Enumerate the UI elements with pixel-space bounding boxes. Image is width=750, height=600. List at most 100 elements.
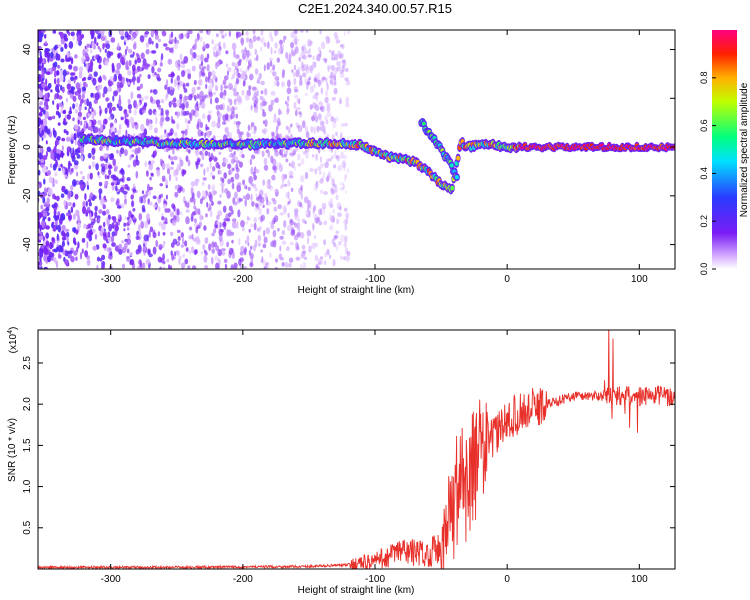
spectrogram-noise-cell — [118, 73, 122, 82]
spectrogram-noise-cell — [88, 165, 92, 170]
spectrogram-noise-cell — [333, 234, 339, 239]
spectrogram-noise-cell — [202, 41, 206, 48]
spectrogram-noise-cell — [304, 77, 307, 82]
spectrogram-noise-cell — [319, 50, 322, 58]
spectrogram-noise-cell — [119, 186, 125, 193]
spectrogram-noise-cell — [252, 35, 257, 42]
spectrogram-noise-cell — [274, 80, 277, 87]
spectrogram-noise-cell — [60, 58, 65, 63]
spectrogram-noise-cell — [249, 39, 255, 44]
spectrogram-noise-cell — [168, 173, 172, 182]
spectrogram-noise-cell — [70, 57, 74, 65]
spectrogram-noise-cell — [332, 183, 337, 188]
spectrogram-noise-cell — [57, 244, 63, 253]
x-tick-label: -100 — [365, 574, 385, 585]
spectrogram-noise-cell — [265, 227, 271, 235]
spectrogram-noise-cell — [274, 97, 280, 103]
spectrogram-noise-cell — [67, 201, 73, 207]
spectrogram-noise-cell — [302, 54, 307, 60]
spectrogram-noise-cell — [289, 220, 294, 226]
spectrogram-noise-cell — [258, 242, 261, 247]
spectrogram-noise-cell — [104, 174, 107, 180]
spectrogram-noise-cell — [170, 242, 175, 248]
spectrogram-noise-cell — [42, 212, 48, 217]
spectrogram-noise-cell — [127, 81, 131, 86]
spectrogram-noise-cell — [166, 146, 169, 153]
spectrogram-noise-cell — [96, 42, 99, 47]
spectrogram-noise-cell — [222, 121, 227, 125]
spectrogram-trace-cell — [450, 185, 455, 191]
spectrogram-noise-cell — [63, 117, 66, 125]
spectrogram-noise-cell — [156, 168, 161, 177]
spectrogram-noise-cell — [39, 50, 42, 57]
spectrogram-noise-cell — [281, 262, 285, 267]
spectrogram-noise-cell — [60, 47, 64, 52]
spectrogram-noise-cell — [104, 75, 107, 81]
spectrogram-noise-cell — [194, 218, 197, 224]
spectrogram-noise-cell — [263, 64, 266, 72]
spectrogram-noise-cell — [226, 105, 230, 112]
spectrogram-noise-cell — [102, 92, 105, 98]
spectrogram-noise-cell — [140, 52, 145, 60]
spectrogram-noise-cell — [305, 153, 309, 159]
spectrogram-noise-cell — [209, 210, 213, 218]
spectrogram-noise-cell — [343, 163, 346, 171]
spectrogram-noise-cell — [174, 131, 178, 137]
spectrogram-noise-cell — [98, 192, 102, 201]
spectrogram-noise-cell — [149, 176, 152, 181]
spectrogram-noise-cell — [111, 231, 116, 237]
spectrogram-noise-cell — [94, 92, 100, 101]
spectrogram-noise-cell — [43, 266, 48, 269]
spectrogram-noise-cell — [66, 130, 69, 136]
colorbar-tick-label: 0.4 — [699, 167, 709, 180]
spectrogram-noise-cell — [344, 235, 348, 243]
spectrogram-noise-cell — [339, 52, 345, 59]
spectrogram-noise-cell — [267, 201, 272, 206]
spectrogram-noise-cell — [61, 145, 64, 151]
spectrogram-noise-cell — [230, 176, 235, 183]
spectrogram-noise-cell — [220, 182, 225, 188]
spectrogram-noise-cell — [218, 259, 221, 266]
spectrogram-noise-cell — [165, 79, 169, 88]
spectrogram-noise-cell — [54, 257, 57, 264]
spectrogram-noise-cell — [91, 161, 96, 168]
spectrogram-noise-cell — [322, 57, 328, 62]
spectrogram-noise-cell — [78, 70, 83, 79]
spectrogram-noise-cell — [142, 208, 146, 213]
spectrogram-noise-cell — [131, 200, 135, 208]
spectrogram-noise-cell — [331, 133, 335, 141]
spectrogram-noise-cell — [212, 92, 217, 96]
spectrogram-noise-cell — [329, 78, 334, 85]
spectrogram-noise-cell — [304, 256, 307, 261]
spectrogram-noise-cell — [314, 92, 319, 96]
spectrogram-noise-cell — [199, 36, 203, 42]
spectrogram-noise-cell — [339, 206, 342, 211]
snr-y-multiplier: (x104) — [7, 327, 19, 354]
spectrogram-noise-cell — [177, 59, 181, 67]
spectrogram-noise-cell — [126, 238, 131, 246]
spectrogram-noise-cell — [257, 77, 260, 83]
spectrogram-noise-cell — [115, 185, 118, 192]
spectrogram-noise-cell — [310, 64, 314, 71]
spectrogram-noise-cell — [38, 111, 43, 117]
spectrogram-noise-cell — [187, 159, 191, 167]
spectrogram-noise-cell — [60, 163, 63, 168]
spectrogram-noise-cell — [293, 77, 297, 86]
spectrogram-noise-cell — [293, 208, 299, 214]
spectrogram-noise-cell — [287, 79, 291, 88]
spectrogram-noise-cell — [155, 100, 158, 105]
spectrogram-noise-cell — [94, 211, 98, 219]
spectrogram-noise-cell — [328, 213, 332, 221]
spectrogram-noise-cell — [196, 37, 199, 43]
spectrogram-noise-cell — [315, 104, 320, 111]
spectrogram-noise-cell — [162, 266, 166, 269]
spectrogram-noise-cell — [62, 69, 67, 77]
spectrogram-noise-cell — [128, 60, 132, 67]
spectrogram-noise-cell — [41, 79, 44, 85]
spectrogram-noise-cell — [240, 38, 244, 47]
spectrogram-noise-cell — [218, 228, 224, 236]
spectrogram-noise-cell — [132, 159, 137, 168]
spectrogram-noise-cell — [87, 230, 90, 239]
spectrogram-x-label: Height of straight line (km) — [298, 285, 415, 296]
spectrogram-noise-cell — [38, 57, 43, 63]
